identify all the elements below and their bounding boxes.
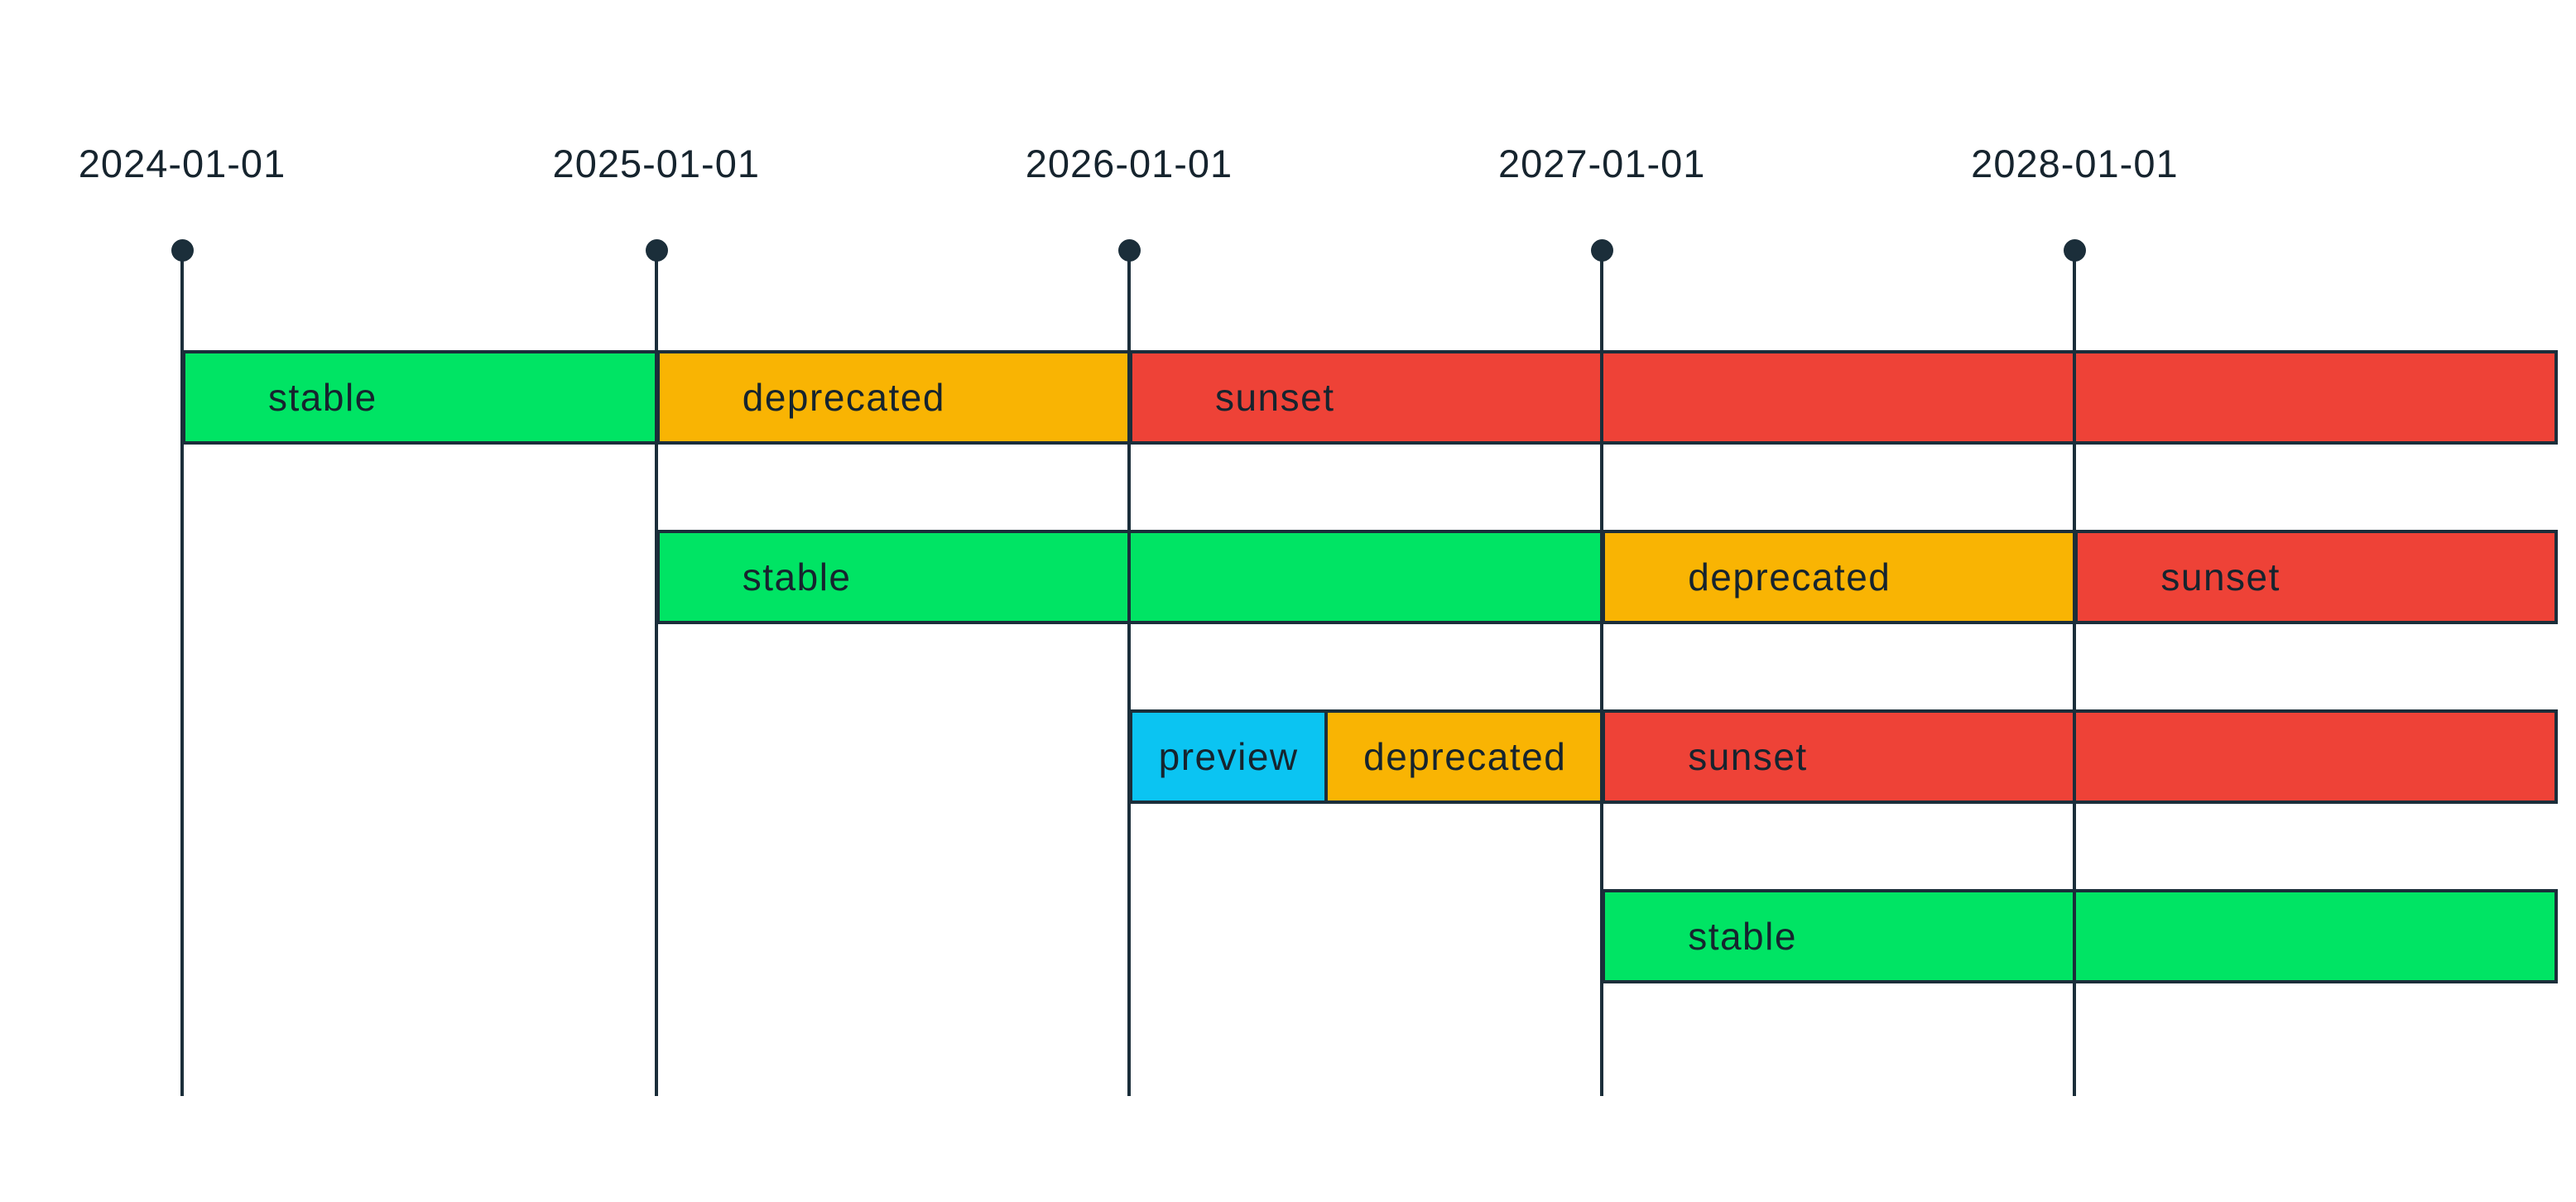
timeline-dot-icon <box>645 239 668 262</box>
axis-date-label: 2026-01-01 <box>1025 142 1233 185</box>
segment-label: stable <box>268 376 377 419</box>
lifecycle-segment-stable: stable <box>1602 889 2558 983</box>
timeline-gridline <box>654 250 658 1096</box>
timeline-dot-icon <box>1591 239 1614 262</box>
segment-label: sunset <box>1688 735 1808 778</box>
lifecycle-segment-deprecated: deprecated <box>1602 530 2075 624</box>
lifecycle-segment-deprecated: deprecated <box>1324 709 1603 804</box>
segment-label: deprecated <box>742 376 945 419</box>
segment-label: deprecated <box>1363 735 1567 778</box>
axis-date-label: 2028-01-01 <box>1971 142 2179 185</box>
axis-date-label: 2027-01-01 <box>1497 142 1706 185</box>
timeline-dot-icon <box>1117 239 1141 262</box>
lifecycle-segment-sunset: sunset <box>2074 530 2558 624</box>
timeline-dot-icon <box>171 239 194 262</box>
lifecycle-segment-sunset: sunset <box>1128 350 2558 445</box>
segment-label: stable <box>1688 915 1797 958</box>
lifecycle-segment-deprecated: deprecated <box>656 350 1129 445</box>
lifecycle-segment-stable: stable <box>182 350 656 445</box>
lifecycle-segment-preview: preview <box>1128 709 1325 804</box>
segment-label: preview <box>1158 735 1299 778</box>
axis-date-label: 2024-01-01 <box>78 142 286 185</box>
segment-label: sunset <box>1214 376 1335 419</box>
timeline-dot-icon <box>2064 239 2087 262</box>
axis-date-label: 2025-01-01 <box>552 142 760 185</box>
timeline-gridline <box>1127 250 1131 1096</box>
segment-label: deprecated <box>1688 555 1891 599</box>
segment-label: sunset <box>2160 555 2280 599</box>
lifecycle-segment-sunset: sunset <box>1602 709 2558 804</box>
timeline-gridline <box>1600 250 1604 1096</box>
segment-label: stable <box>742 555 852 599</box>
timeline-gridline <box>180 250 184 1096</box>
timeline-gridline <box>2073 250 2077 1096</box>
